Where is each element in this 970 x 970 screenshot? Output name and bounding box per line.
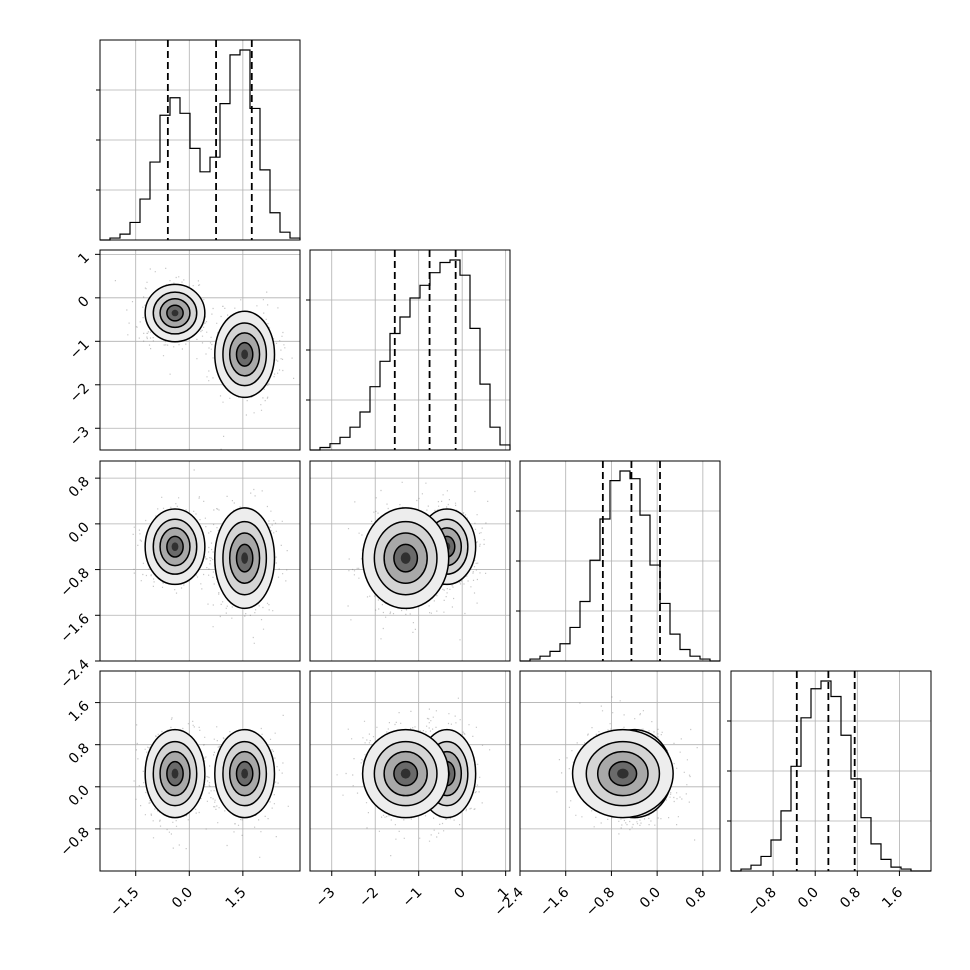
histogram-1-frame (309, 249, 511, 451)
density-3-1-content (310, 671, 510, 871)
density-3-0-mode-0-fill-4 (171, 768, 179, 779)
density-1-0-mode-0-contour-3 (166, 304, 184, 322)
density-2-1-mode-1-fill-4 (400, 552, 411, 564)
panels-layer (95, 39, 932, 876)
histogram-1-bars (310, 259, 511, 451)
density-1-0-mode-0-fill-4 (171, 309, 179, 317)
density-panel-3-1 (309, 670, 511, 872)
density-1-0-frame (99, 249, 301, 451)
density-2-1-mode-1-contour-3 (393, 543, 419, 573)
density-3-0-mode-0-contour-1 (152, 740, 198, 807)
density-3-1-mode-1-contour-2 (383, 750, 428, 797)
density-3-2-mode-1-contour-3 (608, 760, 638, 787)
histogram-panel-1 (306, 249, 511, 451)
histogram-2-frame (519, 460, 721, 662)
density-1-0-mode-1-contour-1 (222, 322, 268, 387)
histogram-3-bars (731, 680, 931, 872)
density-3-1-mode-1-contour-3 (393, 760, 419, 787)
density-1-0-mode-1-fill-4 (241, 349, 249, 360)
density-panel-3-0 (99, 670, 301, 872)
density-3-2-mode-1-contour-2 (596, 750, 649, 797)
density-3-2-frame (519, 670, 721, 872)
histogram-panel-2 (516, 460, 721, 662)
density-1-0-mode-0-contour-1 (152, 291, 198, 335)
density-3-0-mode-0-contour-0 (144, 728, 206, 819)
density-3-1-mode-1-contour-0 (361, 728, 450, 819)
histogram-panel-0 (96, 39, 301, 241)
density-2-0-mode-1-contour-3 (235, 543, 254, 573)
density-2-0-content (100, 461, 300, 661)
density-3-0-mode-1-fill-4 (241, 768, 249, 779)
density-3-1-mode-1-contour-1 (373, 740, 438, 807)
density-2-0-mode-1-contour-0 (214, 507, 276, 610)
density-2-1-mode-1-contour-0 (361, 507, 450, 610)
density-panel-3-2 (519, 670, 721, 872)
density-2-0-mode-0-contour-0 (144, 508, 206, 586)
density-2-0-mode-0-fill-4 (171, 542, 179, 551)
density-3-0-content (100, 671, 300, 871)
density-panel-1-0 (99, 249, 301, 451)
density-2-1-mode-1-contour-1 (373, 520, 438, 596)
density-3-0-mode-0-contour-2 (159, 750, 191, 797)
density-3-0-frame (99, 670, 301, 872)
density-3-0-mode-0-contour-3 (166, 760, 184, 787)
density-3-2-mode-1-contour-0 (571, 728, 674, 819)
histogram-3-frame (730, 670, 932, 872)
density-1-0-mode-1-contour-2 (228, 332, 261, 377)
density-3-0-mode-1-contour-0 (214, 728, 276, 819)
density-panel-2-1 (309, 460, 511, 662)
histogram-2-bars (520, 470, 720, 662)
histogram-0-bars (100, 49, 301, 241)
density-2-1-content (310, 461, 510, 661)
density-1-0-mode-0-contour-0 (144, 283, 206, 343)
density-3-2-content (520, 671, 720, 871)
histogram-panel-3 (727, 670, 932, 872)
density-1-0-mode-0-contour-2 (159, 297, 191, 329)
density-panel-2-0 (99, 460, 301, 662)
density-2-0-mode-0-contour-1 (152, 518, 198, 575)
density-3-0-mode-1-contour-2 (228, 750, 261, 797)
density-3-0-mode-1-contour-1 (222, 740, 268, 807)
density-1-0-mode-1-contour-3 (235, 341, 254, 367)
density-2-1-frame (309, 460, 511, 662)
density-2-0-mode-1-contour-1 (222, 520, 268, 596)
histogram-0-frame (99, 39, 301, 241)
density-2-0-mode-1-contour-2 (228, 532, 261, 585)
density-2-0-mode-1-fill-4 (241, 552, 249, 564)
density-3-1-frame (309, 670, 511, 872)
density-3-2-mode-1-fill-4 (617, 768, 629, 779)
density-3-0-mode-1-contour-3 (235, 760, 254, 787)
density-2-0-mode-0-contour-2 (159, 527, 191, 567)
density-1-0-content (100, 250, 300, 450)
density-3-1-mode-1-fill-4 (400, 768, 411, 779)
density-2-0-frame (99, 460, 301, 662)
density-2-1-mode-1-contour-2 (383, 532, 428, 585)
density-1-0-mode-1-contour-0 (214, 310, 276, 399)
density-2-0-mode-0-contour-3 (166, 535, 184, 558)
density-3-2-mode-1-contour-1 (585, 740, 661, 807)
